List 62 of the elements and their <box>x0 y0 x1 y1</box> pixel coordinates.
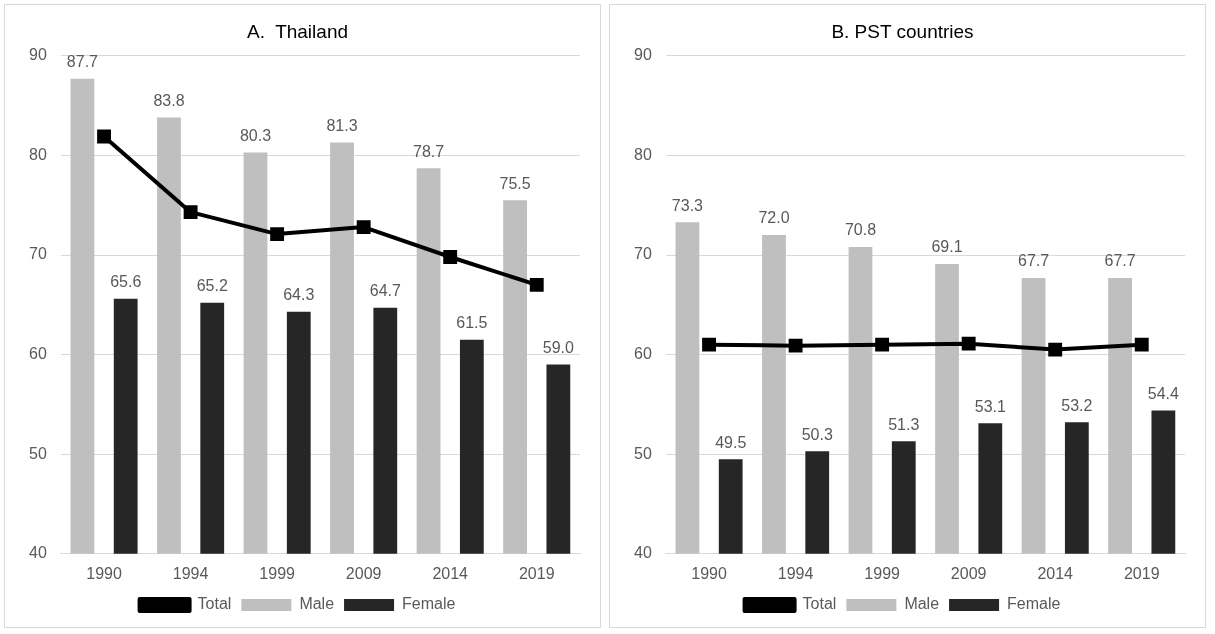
y-tick-label: 90 <box>29 46 47 64</box>
data-label: 61.5 <box>456 314 488 332</box>
data-label: 49.5 <box>715 433 747 451</box>
data-label: 53.2 <box>1061 396 1093 414</box>
data-label: 80.3 <box>239 126 272 144</box>
x-tick-label: 2009 <box>950 564 987 582</box>
point <box>183 205 198 220</box>
y-tick-label: 40 <box>29 544 47 562</box>
y-tick-label: 80 <box>634 145 652 163</box>
y-tick-label: 60 <box>29 345 47 363</box>
data-label: 72.0 <box>758 209 790 227</box>
data-label: 75.5 <box>499 174 531 192</box>
point <box>443 250 458 264</box>
data-label: 53.1 <box>974 397 1006 415</box>
point <box>356 220 371 235</box>
data-label: 67.7 <box>1018 252 1050 270</box>
x-tick-label: 1990 <box>86 564 122 582</box>
y-tick-label: 60 <box>634 345 652 363</box>
y-tick-label: 40 <box>634 544 652 562</box>
data-label: 64.7 <box>369 282 401 300</box>
legend-label: Female <box>1007 595 1061 613</box>
x-tick-label: 2019 <box>1123 564 1160 582</box>
y-tick-label: 50 <box>634 444 652 462</box>
x-tick-label: 2019 <box>518 564 555 582</box>
legend-label: Total <box>197 595 232 613</box>
x-tick-label: 1994 <box>777 564 814 582</box>
chart-title: A. Thailand <box>246 20 349 42</box>
data-label: 73.3 <box>671 196 704 214</box>
x-tick-label: 1990 <box>691 564 727 582</box>
data-label: 67.7 <box>1104 252 1136 270</box>
legend-label: Total <box>802 595 837 613</box>
data-label: 64.3 <box>283 286 315 304</box>
data-label: 87.7 <box>66 53 99 71</box>
y-tick-label: 70 <box>29 245 47 263</box>
data-label: 50.3 <box>801 425 833 443</box>
data-label: 65.2 <box>196 277 228 295</box>
x-tick-label: 2014 <box>432 564 469 582</box>
data-label: 59.0 <box>542 338 575 356</box>
point <box>270 227 285 242</box>
chart-title: B. PST countries <box>831 20 974 42</box>
data-label: 65.6 <box>110 273 142 291</box>
data-label: 78.7 <box>413 142 445 160</box>
legend-label: Male <box>904 595 940 613</box>
data-label: 83.8 <box>153 91 185 109</box>
y-tick-label: 90 <box>634 46 652 64</box>
y-tick-label: 70 <box>634 245 652 263</box>
data-label: 69.1 <box>931 238 963 256</box>
y-tick-label: 50 <box>29 444 47 462</box>
data-label: 70.8 <box>844 221 877 239</box>
point <box>529 277 544 292</box>
x-tick-label: 1999 <box>864 564 901 582</box>
x-tick-label: 2009 <box>345 564 382 582</box>
x-tick-label: 2014 <box>1037 564 1074 582</box>
data-label: 54.4 <box>1147 384 1180 402</box>
x-tick-label: 1994 <box>172 564 209 582</box>
legend-label: Male <box>299 595 335 613</box>
y-tick-label: 80 <box>29 145 47 163</box>
data-label: 81.3 <box>326 116 358 134</box>
point <box>97 129 112 144</box>
legend-label: Female <box>402 595 456 613</box>
data-label: 51.3 <box>888 415 920 433</box>
x-tick-label: 1999 <box>259 564 296 582</box>
